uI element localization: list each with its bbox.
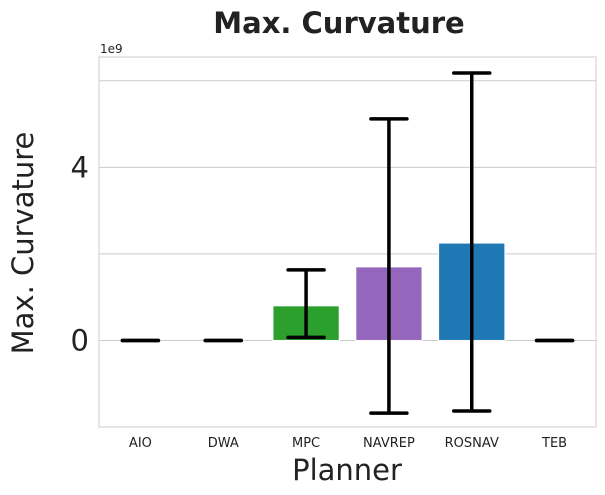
y-tick-label: 0 bbox=[71, 323, 89, 357]
x-tick-label: DWA bbox=[208, 436, 239, 451]
chart-title: Max. Curvature bbox=[213, 6, 464, 40]
x-tick-label: TEB bbox=[541, 436, 567, 451]
x-tick-label: AIO bbox=[129, 436, 152, 451]
error-bars bbox=[120, 71, 575, 415]
plot-frame bbox=[98, 56, 597, 428]
x-axis-label: Planner bbox=[292, 453, 402, 487]
x-tick-label: NAVREP bbox=[363, 436, 415, 451]
y-axis-label: Max. Curvature bbox=[6, 132, 40, 355]
error-bar bbox=[369, 117, 409, 415]
error-bar bbox=[286, 268, 326, 340]
x-ticks: AIO DWA MPC NAVREP ROSNAV TEB bbox=[129, 436, 567, 451]
y-offset-label: 1e9 bbox=[100, 42, 123, 56]
x-tick-label: MPC bbox=[292, 436, 320, 451]
grid bbox=[99, 80, 596, 341]
error-bar bbox=[452, 71, 492, 413]
x-tick-label: ROSNAV bbox=[445, 436, 499, 451]
y-tick-label: 4 bbox=[71, 150, 89, 184]
y-ticks: 04 bbox=[71, 150, 89, 357]
